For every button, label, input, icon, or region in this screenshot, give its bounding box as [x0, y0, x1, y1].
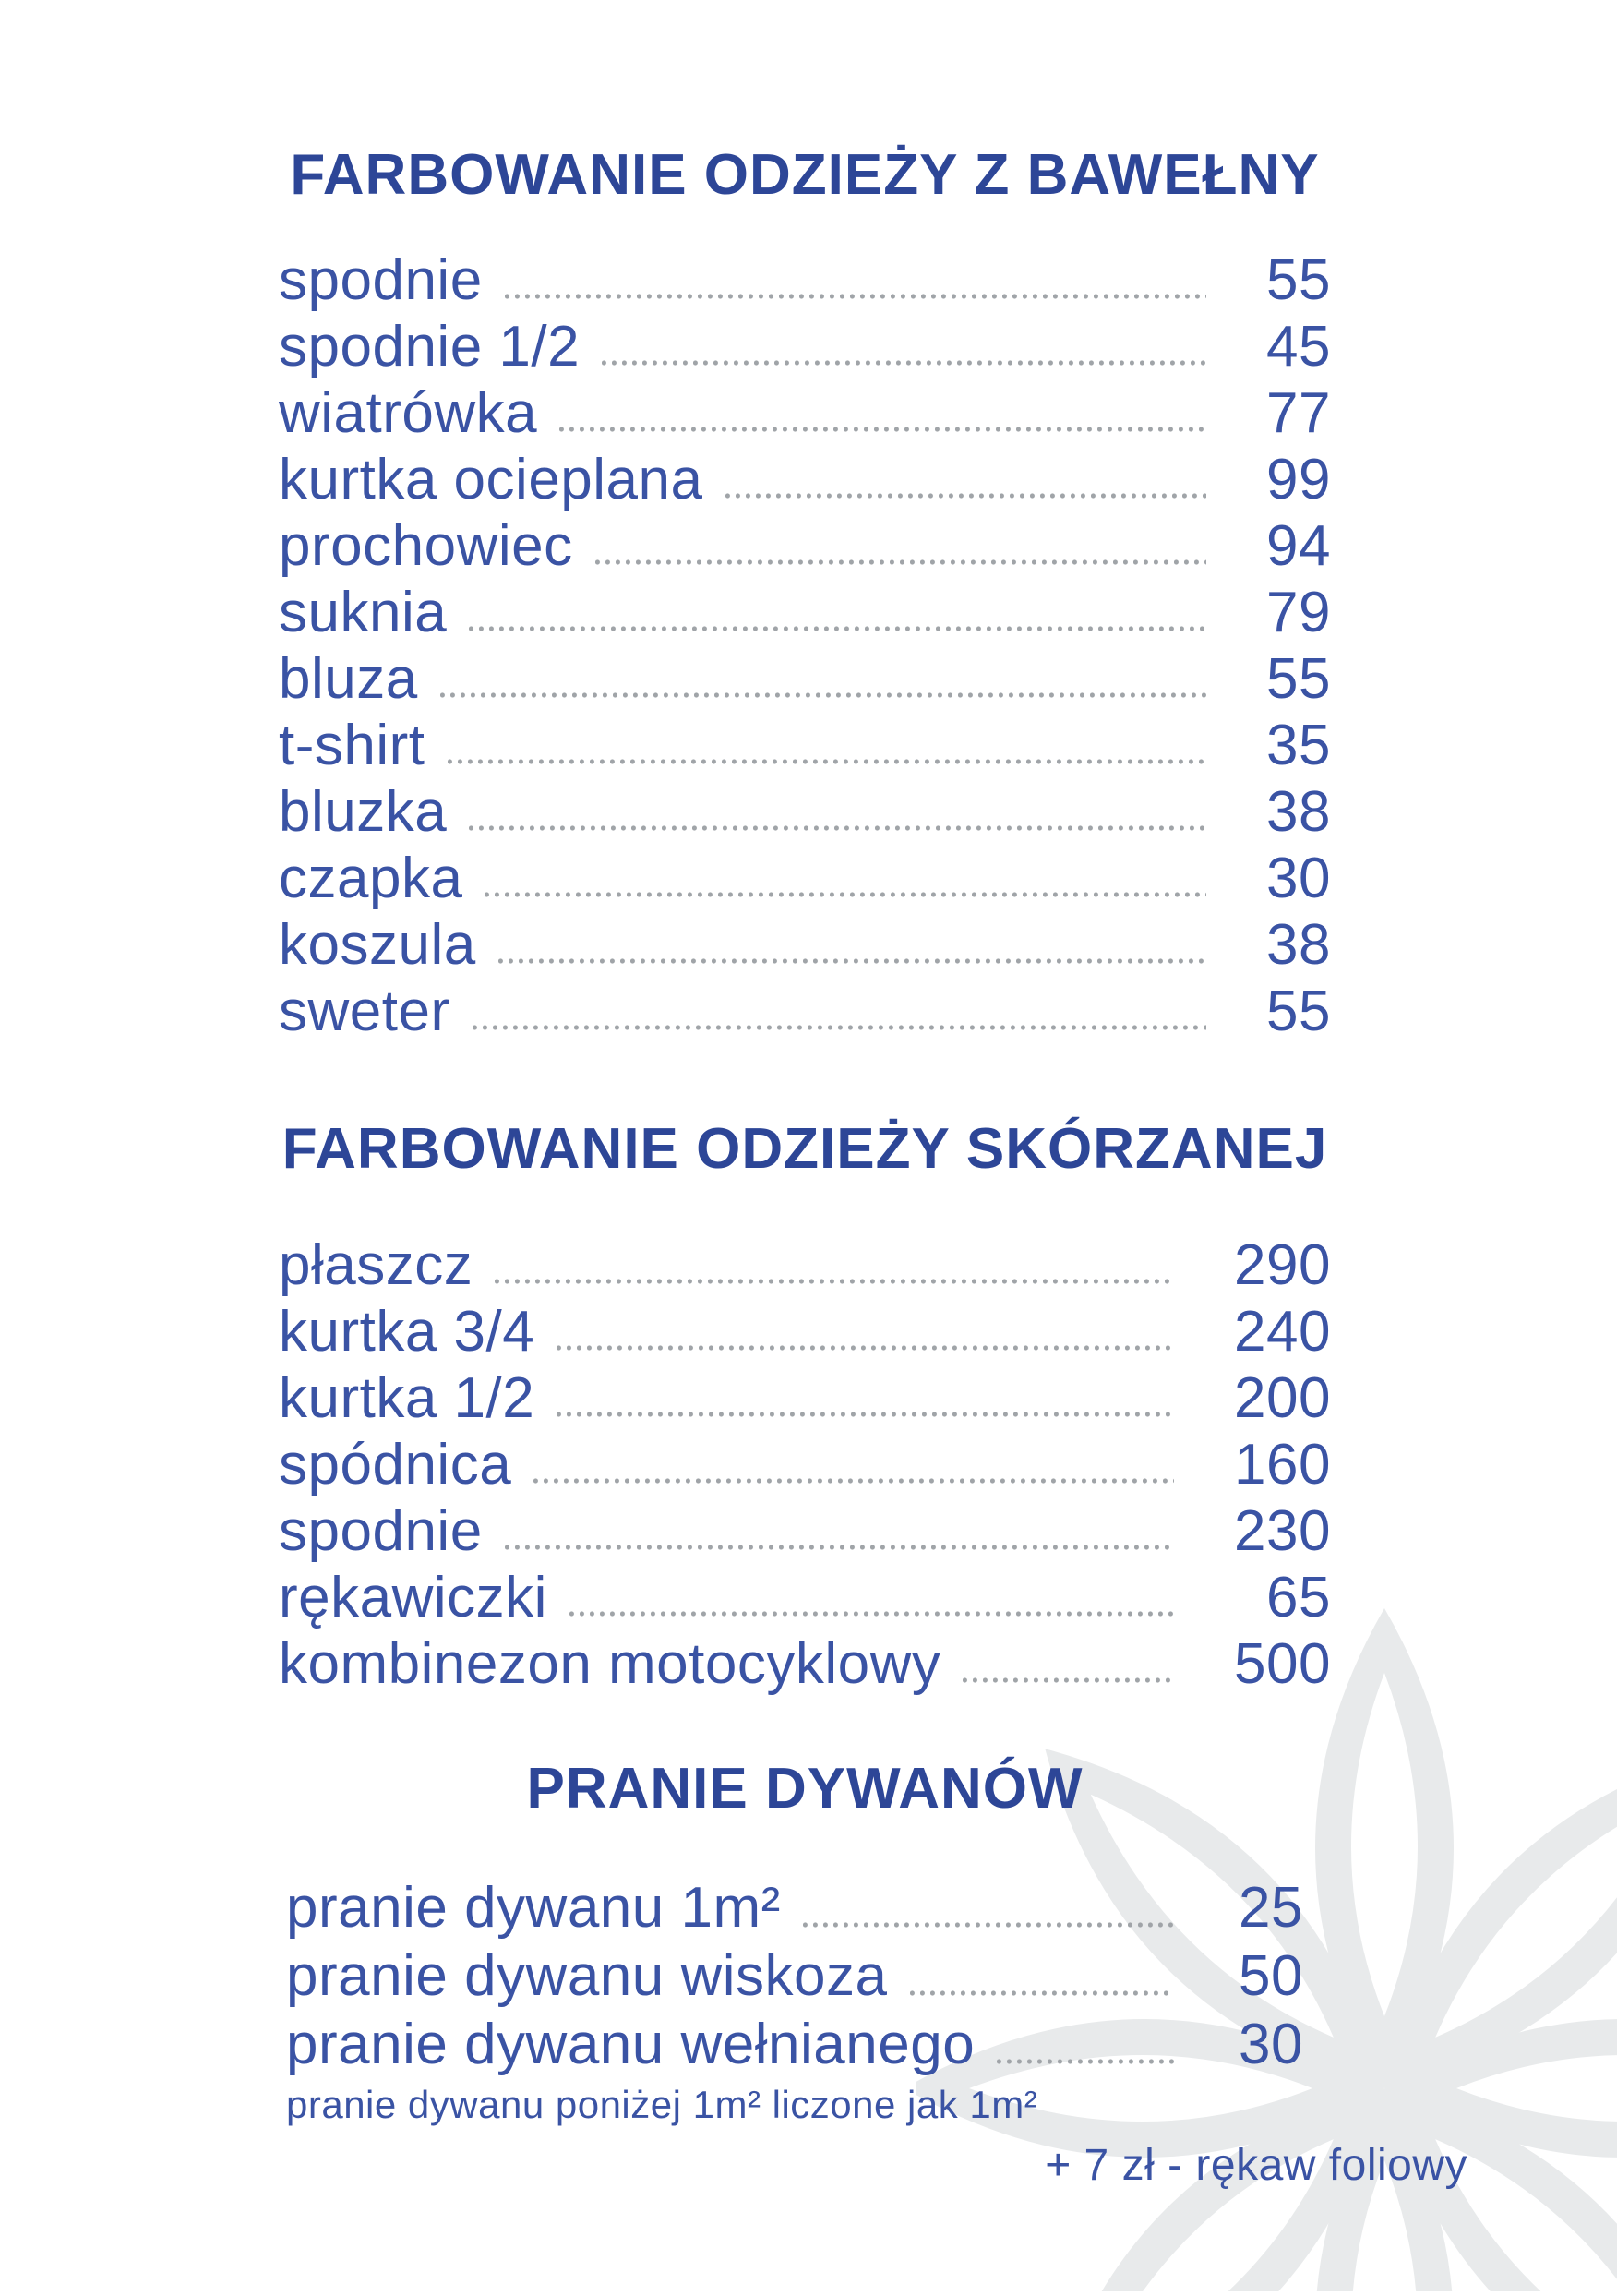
item-label: pranie dywanu wiskoza: [286, 1944, 888, 2008]
item-price: 65: [1266, 1566, 1331, 1629]
item-price: 25: [1239, 1876, 1303, 1940]
dotted-leader: [963, 1666, 1174, 1685]
item-label: bluzka: [279, 780, 448, 844]
price-row: kombinezon motocyklowy 500: [279, 1631, 1331, 1698]
dotted-leader: [504, 1533, 1174, 1552]
price-row: prochowiec 94: [279, 513, 1331, 580]
price-row: płaszcz 290: [279, 1232, 1331, 1299]
dotted-leader: [485, 881, 1206, 899]
dotted-leader: [497, 947, 1206, 966]
price-row: spodnie 1/2 45: [279, 314, 1331, 380]
dotted-leader: [569, 1600, 1174, 1618]
dotted-leader: [997, 2048, 1174, 2066]
item-label: wiatrówka: [279, 381, 538, 445]
item-label: spodnie: [279, 1499, 483, 1563]
item-label: rękawiczki: [279, 1566, 547, 1629]
item-price: 240: [1234, 1300, 1331, 1364]
item-label: czapka: [279, 847, 463, 910]
item-price: 77: [1266, 381, 1331, 445]
price-row: sweter 55: [279, 979, 1331, 1045]
price-row: spodnie 230: [279, 1498, 1331, 1565]
item-price: 45: [1266, 315, 1331, 379]
price-list: FARBOWANIE ODZIEŻY Z BAWEŁNY spodnie 55 s…: [279, 138, 1467, 2192]
item-price: 38: [1266, 913, 1331, 977]
item-label: suknia: [279, 581, 448, 644]
item-label: kombinezon motocyklowy: [279, 1632, 941, 1696]
item-label: płaszcz: [279, 1233, 473, 1297]
item-price: 55: [1266, 248, 1331, 312]
price-row: rękawiczki 65: [279, 1565, 1331, 1631]
item-price: 230: [1234, 1499, 1331, 1563]
item-label: koszula: [279, 913, 476, 977]
item-label: pranie dywanu wełnianego: [286, 2013, 976, 2076]
item-price: 79: [1266, 581, 1331, 644]
dotted-leader: [602, 349, 1206, 367]
dotted-leader: [504, 282, 1206, 301]
price-row: bluzka 38: [279, 779, 1331, 846]
item-price: 55: [1266, 980, 1331, 1043]
item-label: kurtka ocieplana: [279, 448, 703, 511]
foil-sleeve-note: + 7 zł - rękaw foliowy: [1045, 2141, 1467, 2190]
dotted-leader: [802, 1911, 1174, 1929]
dotted-leader: [557, 1334, 1174, 1352]
item-price: 290: [1234, 1233, 1331, 1297]
item-price: 30: [1266, 847, 1331, 910]
item-label: prochowiec: [279, 514, 573, 578]
price-row: spódnica 160: [279, 1432, 1331, 1498]
section-title-leather-dyeing: FARBOWANIE ODZIEŻY SKÓRZANEJ: [281, 1117, 1328, 1181]
item-label: spodnie: [279, 248, 483, 312]
price-row: bluza 55: [279, 646, 1331, 713]
item-price: 500: [1234, 1632, 1331, 1696]
dotted-leader: [725, 482, 1206, 500]
item-label: sweter: [279, 980, 450, 1043]
cotton-dyeing-list: spodnie 55 spodnie 1/2 45 wiatrówka 77 kurt…: [279, 247, 1331, 1045]
item-price: 200: [1234, 1366, 1331, 1430]
dotted-leader: [557, 1400, 1174, 1419]
item-price: 38: [1266, 780, 1331, 844]
price-row: pranie dywanu wełnianego 30: [279, 2011, 1331, 2079]
dotted-leader: [495, 1268, 1174, 1286]
dotted-leader: [447, 748, 1206, 766]
item-label: bluza: [279, 647, 418, 711]
dotted-leader: [559, 415, 1206, 434]
dotted-leader: [469, 814, 1206, 833]
section-title-cotton-dyeing: FARBOWANIE ODZIEŻY Z BAWEŁNY: [290, 143, 1320, 207]
price-row: czapka 30: [279, 846, 1331, 912]
item-price: 50: [1239, 1944, 1303, 2008]
price-row: t-shirt 35: [279, 713, 1331, 779]
item-price: 30: [1239, 2013, 1303, 2076]
item-price: 94: [1266, 514, 1331, 578]
dotted-leader: [594, 548, 1206, 567]
item-label: kurtka 1/2: [279, 1366, 535, 1430]
price-row: koszula 38: [279, 912, 1331, 979]
price-row: wiatrówka 77: [279, 380, 1331, 447]
price-row: suknia 79: [279, 580, 1331, 646]
dotted-leader: [469, 615, 1206, 633]
carpet-size-note: pranie dywanu poniżej 1m² liczone jak 1m…: [286, 2083, 1038, 2126]
price-row: spodnie 55: [279, 247, 1331, 314]
price-row: kurtka 3/4 240: [279, 1299, 1331, 1365]
dotted-leader: [909, 1979, 1174, 1998]
dotted-leader: [533, 1467, 1174, 1485]
item-price: 99: [1266, 448, 1331, 511]
item-label: kurtka 3/4: [279, 1300, 535, 1364]
item-price: 35: [1266, 714, 1331, 777]
section-title-carpet-washing: PRANIE DYWANÓW: [526, 1757, 1084, 1821]
price-row: pranie dywanu wiskoza 50: [279, 1942, 1331, 2011]
item-label: pranie dywanu 1m²: [286, 1876, 781, 1940]
item-price: 160: [1234, 1433, 1331, 1497]
price-row: kurtka ocieplana 99: [279, 447, 1331, 513]
dotted-leader: [439, 681, 1206, 700]
price-row: pranie dywanu 1m² 25: [279, 1874, 1331, 1942]
price-row: kurtka 1/2 200: [279, 1365, 1331, 1432]
leather-dyeing-list: płaszcz 290 kurtka 3/4 240 kurtka 1/2 200 s…: [279, 1232, 1331, 1698]
item-label: spódnica: [279, 1433, 512, 1497]
dotted-leader: [472, 1014, 1206, 1032]
item-price: 55: [1266, 647, 1331, 711]
item-label: t-shirt: [279, 714, 425, 777]
item-label: spodnie 1/2: [279, 315, 581, 379]
carpet-washing-list: pranie dywanu 1m² 25 pranie dywanu wiskoz…: [279, 1874, 1331, 2079]
